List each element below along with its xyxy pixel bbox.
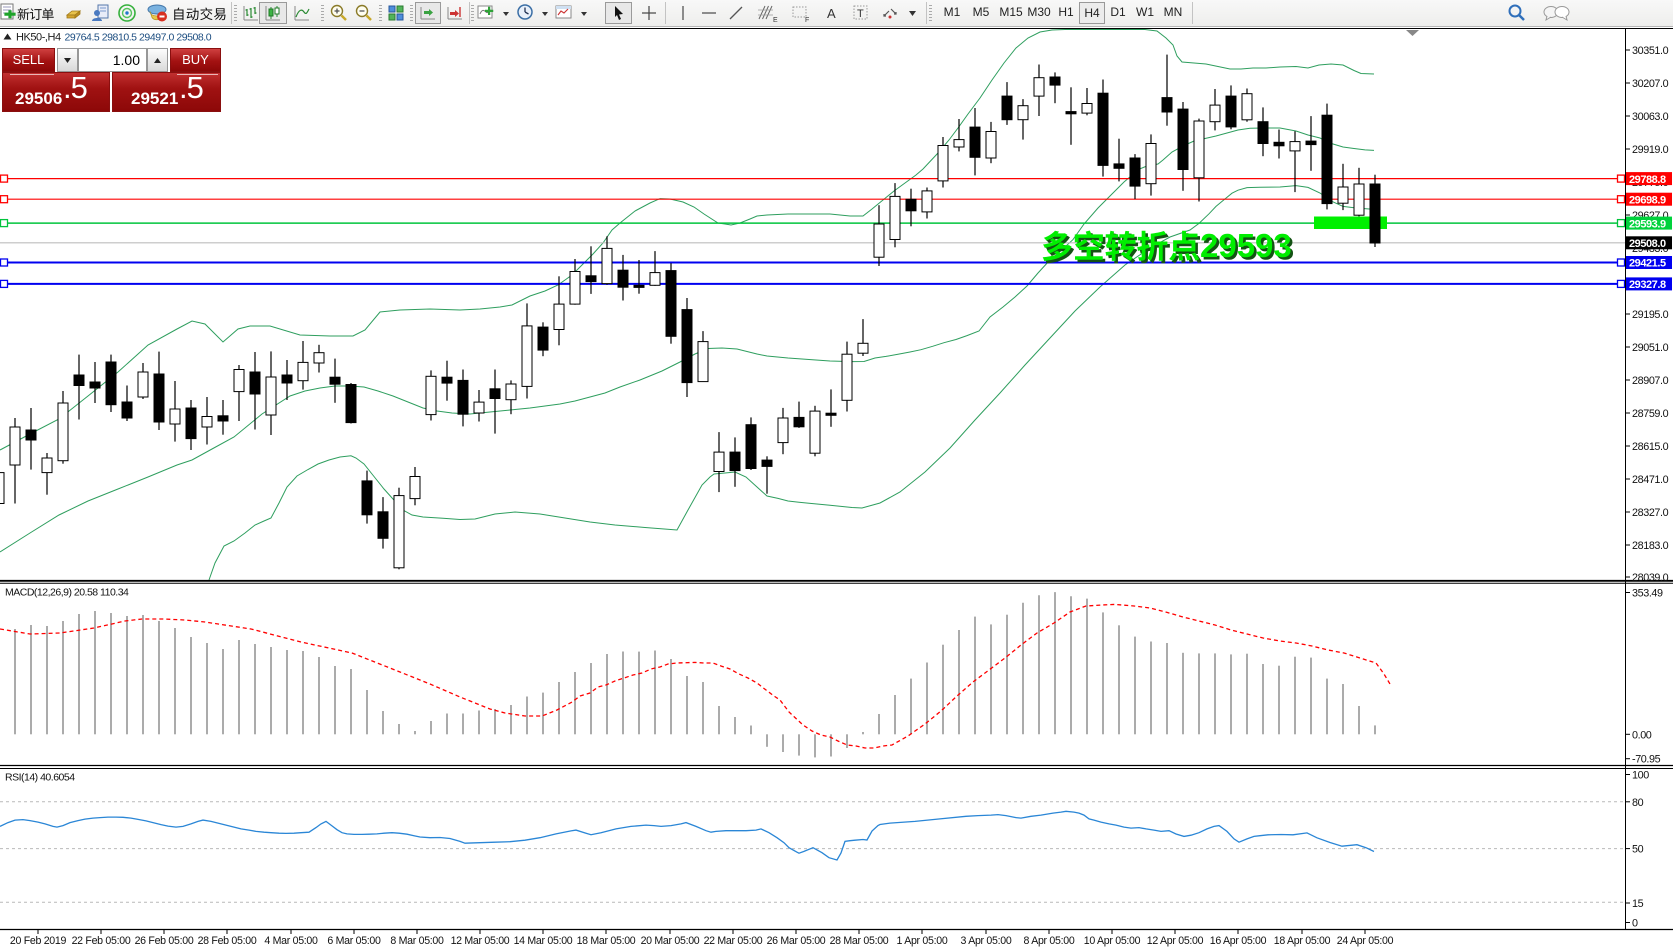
svg-text:16 Apr 05:00: 16 Apr 05:00 [1210,935,1267,947]
svg-text:29421.5: 29421.5 [1629,258,1666,270]
svg-text:28 Mar 05:00: 28 Mar 05:00 [830,935,889,947]
svg-text:4 Mar 05:00: 4 Mar 05:00 [264,935,318,947]
svg-text:28471.0: 28471.0 [1632,474,1669,486]
svg-text:22 Feb 05:00: 22 Feb 05:00 [72,935,131,947]
svg-text:353.49: 353.49 [1632,588,1663,600]
svg-text:HK50-,H4: HK50-,H4 [16,32,61,44]
svg-text:3 Apr 05:00: 3 Apr 05:00 [961,935,1012,947]
svg-text:12 Mar 05:00: 12 Mar 05:00 [451,935,510,947]
svg-text:28327.0: 28327.0 [1632,507,1669,519]
svg-text:30351.0: 30351.0 [1632,45,1669,57]
svg-text:29195.0: 29195.0 [1632,309,1669,321]
svg-text:30063.0: 30063.0 [1632,111,1669,123]
svg-text:29698.9: 29698.9 [1629,194,1666,206]
svg-text:24 Apr 05:00: 24 Apr 05:00 [1337,935,1394,947]
svg-text:F: F [805,17,809,23]
svg-text:29327.8: 29327.8 [1629,279,1666,291]
svg-text:-70.95: -70.95 [1632,754,1661,766]
svg-text:28759.0: 28759.0 [1632,408,1669,420]
svg-text:10 Apr 05:00: 10 Apr 05:00 [1084,935,1141,947]
svg-text:12 Apr 05:00: 12 Apr 05:00 [1147,935,1204,947]
svg-text:18 Apr 05:00: 18 Apr 05:00 [1274,935,1331,947]
svg-text:29593: 29593 [1203,230,1295,267]
svg-text:50: 50 [1632,844,1644,856]
svg-text:T: T [857,8,864,20]
svg-text:8 Apr 05:00: 8 Apr 05:00 [1024,935,1075,947]
svg-text:0.00: 0.00 [1632,729,1652,741]
svg-text:6 Mar 05:00: 6 Mar 05:00 [327,935,381,947]
svg-text:15: 15 [1632,898,1644,910]
svg-text:29508.0: 29508.0 [1629,238,1666,250]
svg-text:28 Feb 05:00: 28 Feb 05:00 [198,935,257,947]
svg-text:A: A [827,6,836,21]
svg-text:30207.0: 30207.0 [1632,78,1669,90]
svg-text:E: E [773,17,778,23]
svg-text:14 Mar 05:00: 14 Mar 05:00 [514,935,573,947]
svg-text:29593.9: 29593.9 [1629,218,1666,230]
svg-text:26 Mar 05:00: 26 Mar 05:00 [767,935,826,947]
svg-text:8 Mar 05:00: 8 Mar 05:00 [390,935,444,947]
svg-text:28183.0: 28183.0 [1632,540,1669,552]
svg-text:20 Mar 05:00: 20 Mar 05:00 [641,935,700,947]
svg-text:18 Mar 05:00: 18 Mar 05:00 [577,935,636,947]
svg-text:22 Mar 05:00: 22 Mar 05:00 [704,935,763,947]
svg-text:26 Feb 05:00: 26 Feb 05:00 [135,935,194,947]
svg-text:29919.0: 29919.0 [1632,144,1669,156]
svg-text:29788.8: 29788.8 [1629,174,1666,186]
svg-text:80: 80 [1632,797,1644,809]
svg-text:MACD(12,26,9) 20.58 110.34: MACD(12,26,9) 20.58 110.34 [5,587,129,599]
svg-text:0: 0 [1632,918,1638,930]
svg-text:29051.0: 29051.0 [1632,342,1669,354]
svg-text:1 Apr 05:00: 1 Apr 05:00 [897,935,948,947]
svg-text:28907.0: 28907.0 [1632,375,1669,387]
svg-text:28615.0: 28615.0 [1632,441,1669,453]
svg-text:20 Feb 2019: 20 Feb 2019 [10,935,67,947]
svg-text:29593: 29593 [1200,227,1292,264]
svg-text:RSI(14) 40.6054: RSI(14) 40.6054 [5,772,75,784]
svg-text:29764.5 29810.5 29497.0 29508.: 29764.5 29810.5 29497.0 29508.0 [65,32,212,44]
svg-text:28039.0: 28039.0 [1632,572,1669,584]
svg-text:100: 100 [1632,770,1649,782]
